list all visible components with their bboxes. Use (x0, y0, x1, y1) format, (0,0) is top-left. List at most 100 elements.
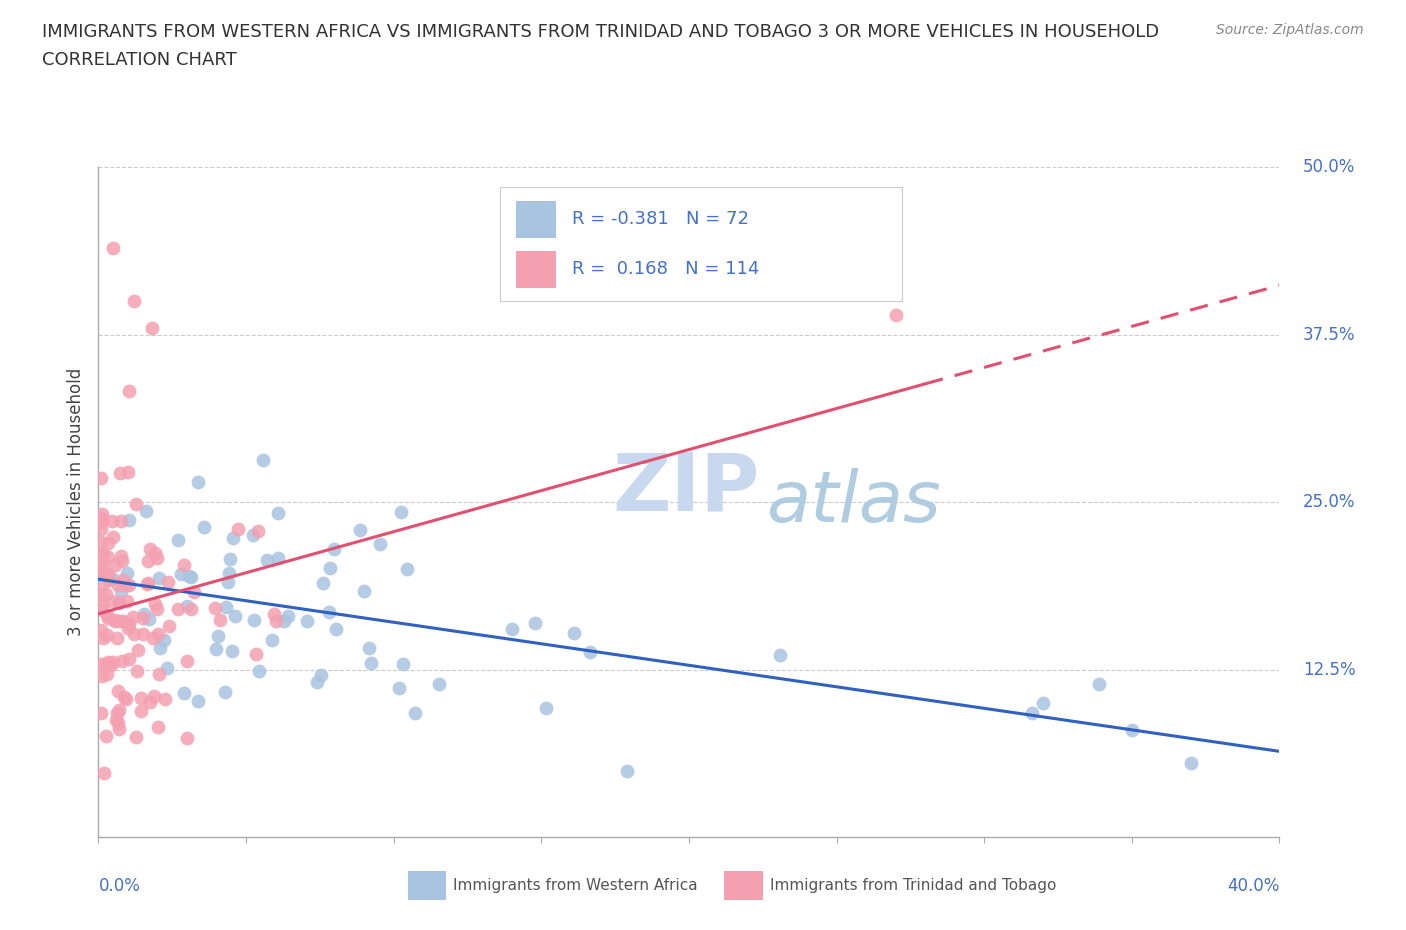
Point (136, 553, 159, 568)
Point (252, 452, 274, 467)
Point (148, 667, 170, 682)
Point (1180, 756, 1202, 771)
Point (104, 612, 127, 627)
Point (167, 601, 190, 616)
Point (129, 703, 152, 718)
Point (108, 703, 131, 718)
Point (187, 474, 209, 489)
Point (90, 522, 112, 537)
Point (392, 657, 415, 671)
Point (247, 664, 270, 679)
Point (247, 523, 270, 538)
Point (579, 644, 602, 659)
Point (562, 625, 585, 640)
Point (135, 503, 157, 518)
Point (122, 610, 145, 625)
Point (129, 690, 152, 705)
Point (94, 729, 117, 744)
Point (117, 620, 139, 635)
Point (100, 658, 122, 672)
Point (176, 598, 198, 613)
Point (325, 621, 347, 636)
Point (1088, 677, 1111, 692)
Point (91, 546, 114, 561)
Point (132, 626, 155, 641)
Text: 37.5%: 37.5% (1303, 326, 1355, 344)
Point (214, 684, 236, 699)
Point (263, 607, 285, 622)
Point (104, 614, 127, 629)
Point (501, 622, 523, 637)
Point (143, 597, 166, 612)
Point (141, 321, 163, 336)
Point (91, 597, 114, 612)
Point (90, 535, 112, 550)
Point (98, 573, 121, 588)
Point (112, 690, 135, 705)
Point (90, 471, 112, 485)
Point (122, 627, 145, 642)
Point (305, 675, 328, 690)
Point (159, 618, 181, 633)
Point (117, 565, 139, 580)
Point (101, 529, 124, 544)
Point (90, 562, 112, 577)
Point (125, 497, 148, 512)
Point (156, 575, 179, 590)
Bar (408, 871, 447, 900)
Point (111, 654, 134, 669)
Point (215, 600, 238, 615)
Point (118, 617, 141, 631)
Point (277, 608, 299, 623)
Point (143, 545, 166, 560)
Point (91, 631, 114, 645)
Point (180, 602, 202, 617)
Point (91, 577, 114, 591)
Point (311, 576, 333, 591)
Point (1121, 723, 1143, 737)
Point (96, 658, 118, 672)
Point (110, 513, 132, 528)
Point (110, 549, 132, 564)
Point (139, 541, 162, 556)
Point (224, 608, 246, 623)
Text: 0.0%: 0.0% (98, 877, 141, 896)
Point (135, 577, 157, 591)
Point (107, 578, 129, 592)
Point (217, 575, 239, 590)
Point (107, 684, 129, 698)
Point (143, 688, 166, 703)
Point (103, 240, 125, 255)
Text: atlas: atlas (766, 468, 941, 537)
Point (97, 536, 120, 551)
Point (884, 307, 907, 322)
Point (183, 585, 205, 600)
Point (90, 588, 112, 603)
Point (104, 558, 127, 573)
Bar (724, 871, 763, 900)
Point (105, 712, 128, 727)
Point (96, 667, 118, 682)
Point (94, 587, 117, 602)
Point (118, 384, 141, 399)
Text: 40.0%: 40.0% (1227, 877, 1279, 896)
Point (169, 567, 191, 582)
Text: IMMIGRANTS FROM WESTERN AFRICA VS IMMIGRANTS FROM TRINIDAD AND TOBAGO 3 OR MORE : IMMIGRANTS FROM WESTERN AFRICA VS IMMIGR… (42, 23, 1160, 41)
Text: 25.0%: 25.0% (1303, 493, 1355, 512)
Point (100, 593, 122, 608)
Point (146, 602, 169, 617)
Point (90, 511, 112, 525)
Point (245, 647, 267, 662)
Point (222, 531, 245, 546)
Point (360, 656, 382, 671)
Point (221, 644, 243, 658)
Point (146, 551, 169, 565)
Point (112, 572, 135, 587)
Point (173, 685, 195, 700)
Point (368, 537, 391, 551)
Point (1021, 706, 1043, 721)
Point (108, 595, 131, 610)
Point (105, 631, 128, 645)
Point (187, 694, 209, 709)
Point (322, 541, 344, 556)
